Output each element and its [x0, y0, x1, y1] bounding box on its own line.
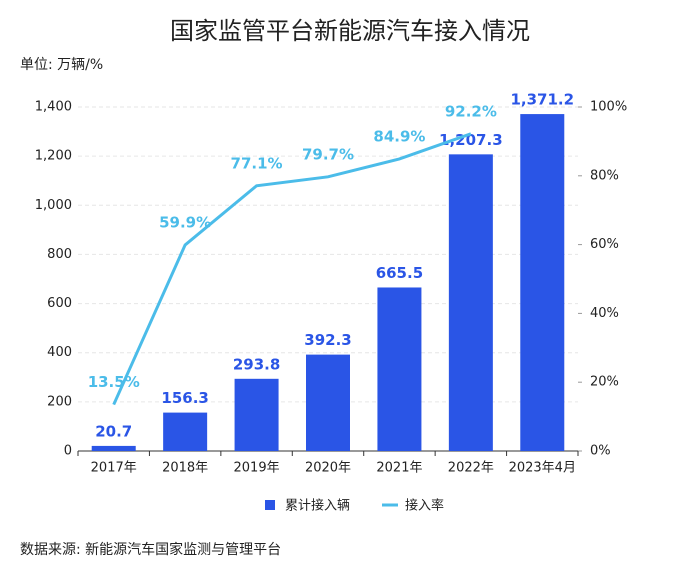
- line-label: 59.9%: [159, 213, 211, 231]
- y-tick-label: 1,200: [35, 149, 72, 164]
- line-label: 13.5%: [88, 373, 140, 391]
- x-tick-label: 2021年: [376, 461, 422, 476]
- bar: [448, 154, 493, 452]
- x-tick-label: 2023年4月: [509, 461, 576, 476]
- line-label: 77.1%: [231, 154, 283, 172]
- bar-label: 156.3: [161, 389, 208, 407]
- chart-title: 国家监管平台新能源汽车接入情况: [170, 17, 530, 45]
- y-tick-label: 1,400: [35, 100, 72, 115]
- bar: [91, 445, 136, 451]
- x-tick-label: 2019年: [234, 461, 280, 476]
- legend-swatch: [265, 500, 275, 510]
- bar: [234, 378, 279, 451]
- source: 数据来源: 新能源汽车国家监测与管理平台: [20, 541, 281, 558]
- y-tick-label: 800: [47, 247, 72, 262]
- line-label: 84.9%: [373, 127, 425, 145]
- y2-tick-label: 80%: [590, 168, 619, 183]
- bar-label: 20.7: [95, 422, 132, 440]
- line-label: 92.2%: [445, 102, 497, 120]
- y-tick-label: 600: [47, 296, 72, 311]
- legend-label: 累计接入辆: [285, 498, 350, 514]
- unit-label: 单位: 万辆/%: [20, 57, 103, 73]
- bar: [306, 354, 350, 451]
- bar: [163, 412, 208, 451]
- bar-label: 293.8: [233, 355, 280, 373]
- x-tick-label: 2020年: [305, 461, 351, 476]
- y2-tick-label: 0%: [590, 444, 611, 459]
- bar-label: 1,371.2: [510, 91, 574, 109]
- legend-label: 接入率: [405, 498, 444, 514]
- x-tick-label: 2018年: [162, 461, 208, 476]
- y2-tick-label: 100%: [590, 100, 627, 115]
- y-tick-label: 0: [64, 444, 72, 459]
- bar: [520, 114, 565, 451]
- y-tick-label: 1,000: [35, 198, 72, 213]
- y2-tick-label: 20%: [590, 375, 619, 390]
- y-tick-label: 400: [47, 345, 72, 360]
- bar-label: 1,207.3: [439, 131, 503, 149]
- x-tick-label: 2017年: [91, 461, 137, 476]
- y-tick-label: 200: [47, 394, 72, 409]
- y2-tick-label: 60%: [590, 237, 619, 252]
- line-label: 79.7%: [302, 145, 354, 163]
- x-tick-label: 2022年: [448, 461, 494, 476]
- bar-label: 392.3: [304, 331, 351, 349]
- bar: [377, 287, 422, 451]
- y2-tick-label: 40%: [590, 306, 619, 321]
- bar-label: 665.5: [376, 264, 423, 282]
- line: [112, 132, 472, 406]
